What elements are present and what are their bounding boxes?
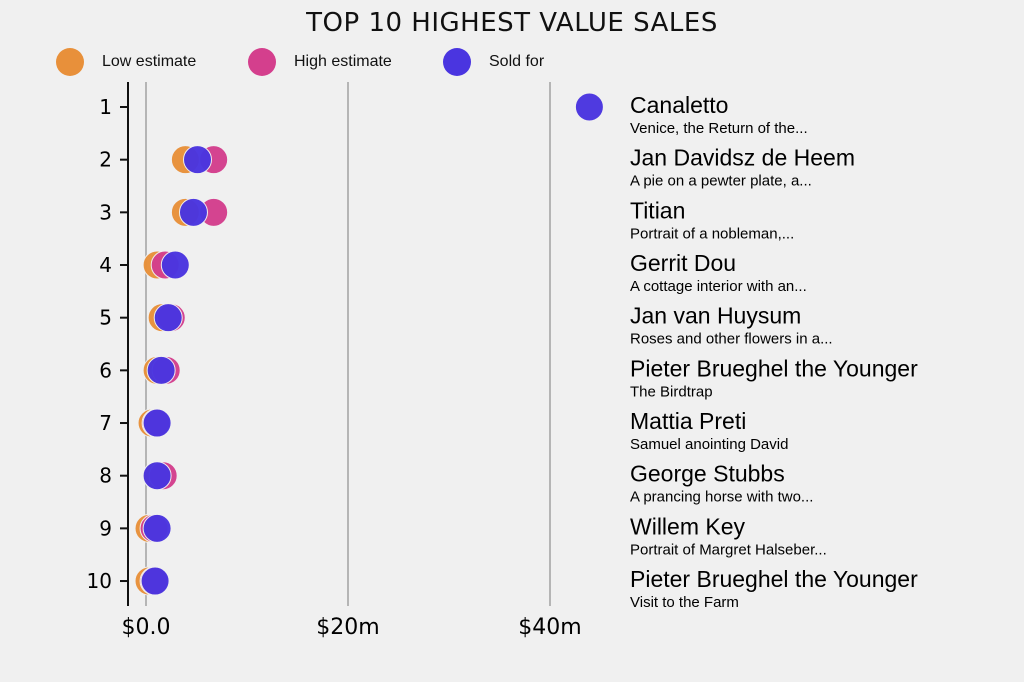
artwork-label: A cottage interior with an... <box>630 278 807 295</box>
y-tick-label: 3 <box>99 200 112 224</box>
y-tick-label: 9 <box>99 516 112 540</box>
artwork-label: Visit to the Farm <box>630 594 739 611</box>
artist-label: Pieter Brueghel the Younger <box>630 566 918 592</box>
legend-sold-label: Sold for <box>489 53 545 70</box>
legend-low-swatch <box>56 48 84 76</box>
y-tick-label: 1 <box>99 95 112 119</box>
point-sold <box>178 197 208 227</box>
artwork-label: The Birdtrap <box>630 383 713 400</box>
y-tick-label: 4 <box>99 253 112 277</box>
artist-label: Titian <box>630 197 685 223</box>
point-sold <box>574 92 604 122</box>
point-sold <box>142 513 172 543</box>
point-sold <box>153 303 183 333</box>
artist-label: Mattia Preti <box>630 408 746 434</box>
artwork-label: Portrait of a nobleman,... <box>630 225 794 242</box>
y-tick-label: 2 <box>99 148 112 172</box>
artwork-label: Portrait of Margret Halseber... <box>630 541 827 558</box>
artwork-label: Venice, the Return of the... <box>630 120 808 137</box>
point-sold <box>183 145 213 175</box>
point-sold <box>160 250 190 280</box>
y-tick-label: 10 <box>87 569 112 593</box>
y-tick-label: 5 <box>99 306 112 330</box>
artist-label: George Stubbs <box>630 461 785 487</box>
artwork-label: Samuel anointing David <box>630 436 788 453</box>
legend-high-label: High estimate <box>294 53 392 70</box>
x-tick-label: $0.0 <box>122 615 171 640</box>
legend-low-label: Low estimate <box>102 53 197 70</box>
artist-label: Jan van Huysum <box>630 303 801 329</box>
legend-high: High estimate <box>248 48 392 76</box>
artist-label: Willem Key <box>630 513 746 539</box>
point-sold <box>142 408 172 438</box>
point-sold <box>140 566 170 596</box>
artist-label: Canaletto <box>630 92 728 118</box>
chart-title: TOP 10 HIGHEST VALUE SALES <box>306 8 718 38</box>
legend-high-swatch <box>248 48 276 76</box>
y-tick-label: 8 <box>99 464 112 488</box>
y-tick-label: 7 <box>99 411 112 435</box>
legend-sold-swatch <box>443 48 471 76</box>
artwork-label: A pie on a pewter plate, a... <box>630 173 812 190</box>
artwork-label: A prancing horse with two... <box>630 489 813 506</box>
point-sold <box>142 461 172 491</box>
legend-sold: Sold for <box>443 48 544 76</box>
legend-low: Low estimate <box>56 48 196 76</box>
artist-label: Gerrit Dou <box>630 250 736 276</box>
artist-label: Jan Davidsz de Heem <box>630 145 855 171</box>
y-tick-label: 6 <box>99 358 112 382</box>
x-tick-label: $20m <box>316 615 379 640</box>
x-tick-label: $40m <box>518 615 581 640</box>
artist-label: Pieter Brueghel the Younger <box>630 355 918 381</box>
artwork-label: Roses and other flowers in a... <box>630 331 833 348</box>
point-sold <box>146 355 176 385</box>
